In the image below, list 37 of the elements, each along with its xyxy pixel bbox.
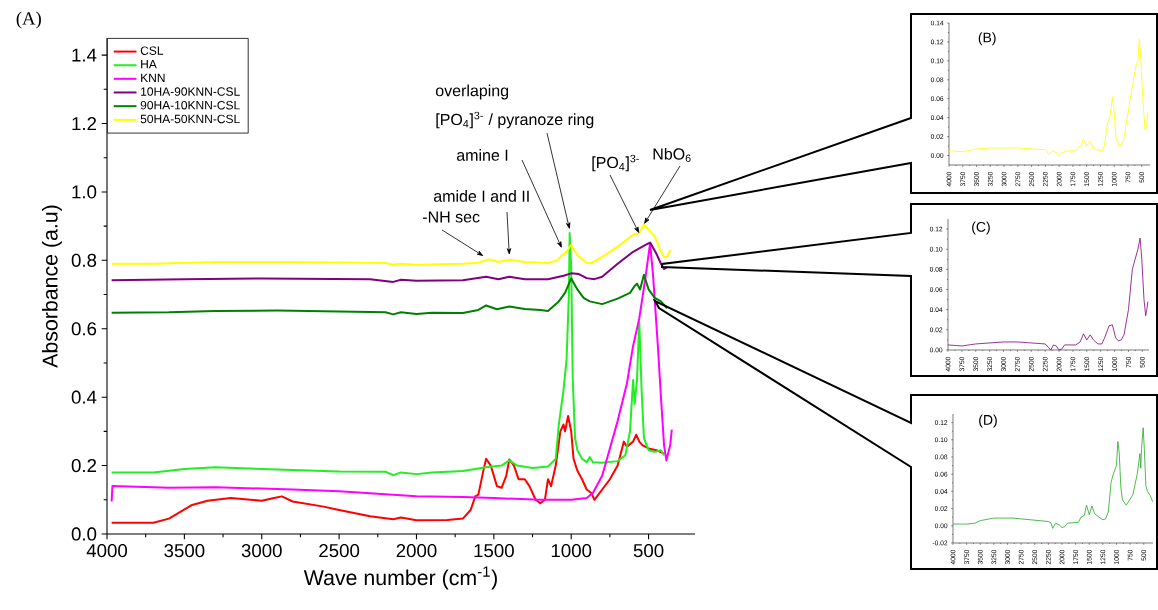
y-tick-label: 0.8 bbox=[71, 253, 97, 267]
y-tick-label: 0.6 bbox=[71, 322, 97, 336]
y-tick-label: 0.2 bbox=[71, 458, 97, 473]
annotation: [PO$_{4}$]$^{3-}$ bbox=[592, 154, 639, 172]
annotation: NbO$_{6}$ bbox=[653, 147, 691, 163]
annotation: amine I bbox=[456, 149, 508, 161]
y-tick-label: 0.0 bbox=[71, 527, 97, 541]
text: (B) bbox=[978, 32, 996, 46]
legend-label: CSL bbox=[140, 46, 164, 55]
y-tick-label: 1.4 bbox=[72, 48, 97, 62]
x-tick-label: 500 bbox=[633, 544, 664, 558]
legend-label: 10HA-90KNN-CSL bbox=[141, 87, 240, 96]
x-tick-label: 1000 bbox=[551, 544, 592, 558]
line-series bbox=[110, 273, 669, 316]
y-tick-label: 0.4 bbox=[71, 390, 97, 404]
x-tick-label: 2000 bbox=[396, 544, 437, 558]
annotation: overlaping bbox=[435, 84, 509, 100]
x-tick-label: 2500 bbox=[319, 544, 360, 558]
legend-label: 50HA-50KNN-CSL bbox=[140, 114, 240, 124]
y-tick-label: 1.2 bbox=[72, 116, 97, 131]
annotation: -NH sec bbox=[422, 211, 480, 223]
legend-label: KNN bbox=[141, 73, 165, 82]
x-tick-label: 3500 bbox=[164, 544, 205, 558]
chart-title: (A) bbox=[16, 11, 41, 29]
chart-title: (D) bbox=[979, 414, 997, 428]
x-tick-label: 3000 bbox=[241, 544, 282, 558]
line-series bbox=[110, 241, 669, 283]
x-tick-label: 1500 bbox=[474, 544, 514, 558]
chart-title: (C) bbox=[972, 221, 990, 235]
annotation: amide I and II bbox=[433, 190, 529, 202]
x-axis-title: Wave number (cm$^{-1}$) bbox=[303, 566, 497, 590]
annotation: [PO$_{4}$]$^{3-}$ / pyranoze ring bbox=[436, 111, 594, 129]
x-tick-label: 4000 bbox=[86, 544, 128, 558]
legend-label: HA bbox=[141, 60, 157, 69]
legend-label: 90HA-10KNN-CSL bbox=[140, 100, 240, 110]
y-tick-label: 1.0 bbox=[72, 185, 97, 199]
y-axis-title: Absorbance (a.u) bbox=[41, 205, 62, 368]
